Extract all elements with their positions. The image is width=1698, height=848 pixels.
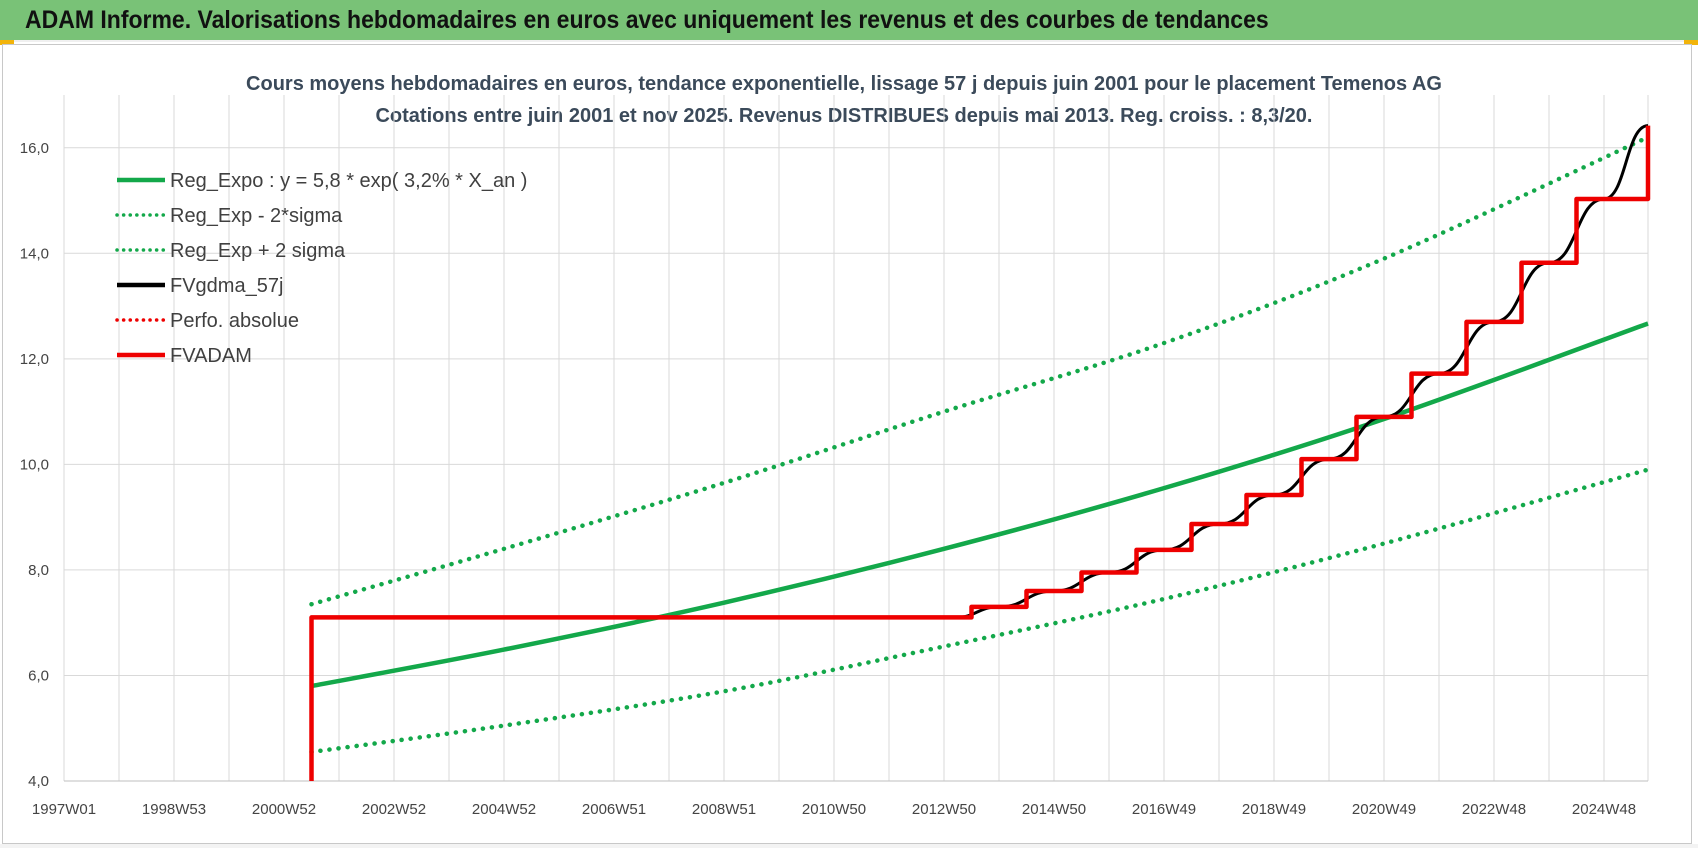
bottom-strip [0, 844, 1698, 848]
legend-label: Reg_Exp + 2 sigma [170, 240, 346, 262]
x-tick-label: 2018W49 [1242, 801, 1306, 818]
axis-labels: 4,0 6,0 8,0 10,0 12,0 14,0 16,0 1997W01 1998W53 2… [20, 140, 1636, 818]
x-tick-label: 2002W52 [362, 801, 426, 818]
corner-marker [0, 40, 14, 45]
x-tick-label: 1997W01 [32, 801, 96, 818]
report-title: ADAM Informe. Valorisations hebdomadaire… [25, 6, 1269, 34]
x-tick-label: 2022W48 [1462, 801, 1526, 818]
grid-lines [63, 95, 1649, 782]
x-tick-label: 2010W50 [802, 801, 866, 818]
legend: Reg_Expo : y = 5,8 * exp( 3,2% * X_an ) R… [115, 170, 527, 367]
legend-label: Reg_Exp - 2*sigma [170, 205, 343, 227]
chart-title: Cours moyens hebdomadaires en euros, ten… [246, 73, 1442, 95]
y-tick-label: 4,0 [28, 773, 49, 790]
y-tick-label: 6,0 [28, 667, 49, 684]
x-tick-label: 2014W50 [1022, 801, 1086, 818]
x-tick-label: 2020W49 [1352, 801, 1416, 818]
report-banner: ADAM Informe. Valorisations hebdomadaire… [0, 0, 1698, 42]
series-layer [309, 124, 1651, 781]
x-tick-label: 1998W53 [142, 801, 206, 818]
legend-label: FVgdma_57j [170, 275, 283, 297]
chart-frame [2, 44, 1692, 844]
y-tick-label: 10,0 [20, 456, 49, 473]
legend-label: Perfo. absolue [170, 310, 299, 332]
x-tick-label: 2004W52 [472, 801, 536, 818]
corner-marker [1684, 40, 1698, 45]
y-tick-label: 8,0 [28, 562, 49, 579]
x-tick-label: 2012W50 [912, 801, 976, 818]
series-fvadam [309, 125, 1651, 781]
y-tick-label: 14,0 [20, 245, 49, 262]
y-tick-label: 12,0 [20, 351, 49, 368]
y-tick-label: 16,0 [20, 140, 49, 157]
x-tick-label: 2008W51 [692, 801, 756, 818]
series-reg-minus-2sigma [309, 467, 1651, 755]
x-tick-label: 2006W51 [582, 801, 646, 818]
series-reg-expo [311, 321, 1649, 689]
x-tick-label: 2024W48 [1572, 801, 1636, 818]
chart-subtitle: Cotations entre juin 2001 et nov 2025. R… [375, 105, 1312, 127]
legend-label: Reg_Expo : y = 5,8 * exp( 3,2% * X_an ) [170, 170, 527, 192]
x-tick-label: 2000W52 [252, 801, 316, 818]
x-tick-label: 2016W49 [1132, 801, 1196, 818]
legend-label: FVADAM [170, 345, 252, 367]
